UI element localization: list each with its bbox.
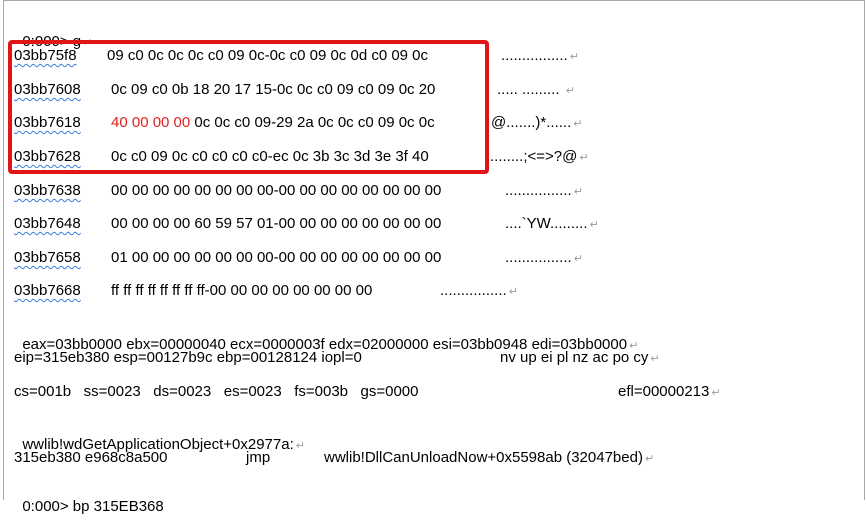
memory-address: 03bb7628 xyxy=(14,148,81,165)
memory-address: 03bb7648 xyxy=(14,215,81,232)
registers-line-2: eip=315eb380 esp=00127b9c ebp=00128124 i… xyxy=(14,348,714,368)
memory-ascii: @.......)*...... ↵ xyxy=(491,114,583,131)
memory-hex-bytes: 0c c0 09 0c c0 c0 c0 c0-ec 0c 3b 3c 3d 3… xyxy=(111,148,429,165)
instruction-target: wwlib!DllCanUnloadNow+0x5598ab (32047bed… xyxy=(324,449,655,466)
memory-row: 03bb7618 40 00 00 00 0c 0c c0 09-29 2a 0… xyxy=(14,113,614,133)
memory-address: 03bb7658 xyxy=(14,249,81,266)
memory-address: 03bb7608 xyxy=(14,81,81,98)
efl-register: efl=00000213 ↵ xyxy=(618,383,721,400)
symbol-line: wwlib!wdGetApplicationObject+0x2977a: ↵ xyxy=(22,436,305,453)
memory-ascii: ................ ↵ xyxy=(501,47,579,64)
memory-hex-bytes: 40 00 00 00 0c 0c c0 09-29 2a 0c 0c c0 0… xyxy=(111,114,435,131)
memory-address: 03bb7638 xyxy=(14,182,81,199)
memory-hex-bytes: 01 00 00 00 00 00 00 00-00 00 00 00 00 0… xyxy=(111,249,442,266)
instruction-mnemonic: jmp xyxy=(246,449,271,466)
memory-hex-bytes: 09 c0 0c 0c 0c c0 09 0c-0c c0 09 0c 0d c… xyxy=(107,47,429,64)
memory-address: 03bb7668 xyxy=(14,282,81,299)
memory-row: 03bb7638 00 00 00 00 00 00 00 00-00 00 0… xyxy=(14,181,614,201)
memory-address: 03bb7618 xyxy=(14,114,81,131)
memory-row: 03bb75f8 09 c0 0c 0c 0c c0 09 0c-0c c0 0… xyxy=(14,46,614,66)
memory-ascii: ........;<=>?@ ↵ xyxy=(490,148,589,165)
memory-row: 03bb7658 01 00 00 00 00 00 00 00-00 00 0… xyxy=(14,248,614,268)
registers-line-1: eax=03bb0000 ebx=00000040 ecx=0000003f e… xyxy=(22,336,639,353)
memory-row: 03bb7628 0c c0 09 0c c0 c0 c0 c0-ec 0c 3… xyxy=(14,147,614,167)
memory-ascii: ..... ......... ↵ xyxy=(497,81,575,98)
memory-row: 03bb7668 ff ff ff ff ff ff ff ff-00 00 0… xyxy=(14,281,614,301)
memory-hex-bytes: ff ff ff ff ff ff ff ff-00 00 00 00 00 0… xyxy=(111,282,373,299)
memory-ascii: ................ ↵ xyxy=(505,249,583,266)
debugger-command-line: 0:000> g ↵ xyxy=(14,12,92,50)
breakpoint-command-line: 0:000> bp 315EB368 xyxy=(22,498,164,515)
memory-ascii: ................ ↵ xyxy=(440,282,518,299)
instruction-address-bytes: 315eb380 e968c8a500 xyxy=(14,449,168,466)
memory-hex-bytes: 00 00 00 00 00 00 00 00-00 00 00 00 00 0… xyxy=(111,182,442,199)
memory-hex-bytes: 0c 09 c0 0b 18 20 17 15-0c 0c c0 09 c0 0… xyxy=(111,81,436,98)
memory-ascii: ....`YW......... ↵ xyxy=(505,215,599,232)
document-page xyxy=(3,0,865,500)
memory-row: 03bb7608 0c 09 c0 0b 18 20 17 15-0c 0c c… xyxy=(14,80,614,100)
memory-ascii: ................ ↵ xyxy=(505,182,583,199)
registers-line-3: cs=001b ss=0023 ds=0023 es=0023 fs=003b … xyxy=(14,382,754,402)
highlight-box xyxy=(8,40,489,174)
memory-hex-bytes: 00 00 00 00 60 59 57 01-00 00 00 00 00 0… xyxy=(111,215,442,232)
memory-row: 03bb7648 00 00 00 00 60 59 57 01-00 00 0… xyxy=(14,214,614,234)
cpu-flags: nv up ei pl nz ac po cy ↵ xyxy=(500,349,660,366)
disassembly-line: 315eb380 e968c8a500 jmp wwlib!DllCanUnlo… xyxy=(14,448,734,468)
memory-address: 03bb75f8 xyxy=(14,47,77,64)
